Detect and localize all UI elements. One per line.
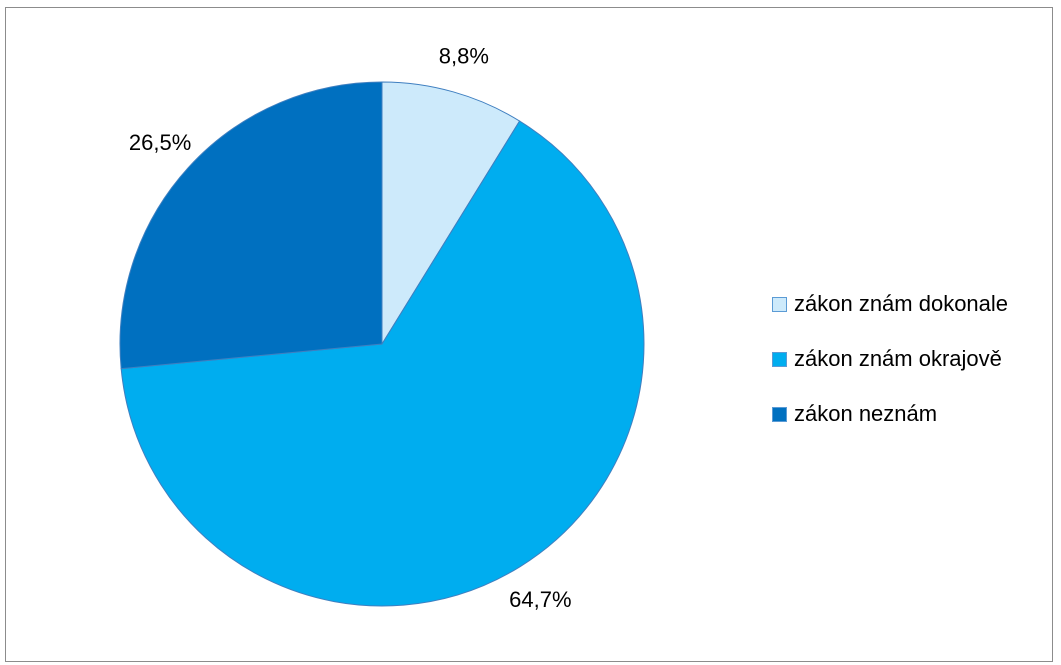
legend-swatch — [772, 351, 787, 367]
data-label-1: 8,8% — [439, 43, 489, 68]
pie-data-labels: 8,8% 64,7% 26,5% — [129, 43, 572, 611]
pie-slice-3 — [119, 81, 383, 370]
data-label-3: 26,5% — [129, 130, 191, 155]
pie-slices — [119, 81, 645, 607]
pie-slice-2 — [120, 120, 645, 607]
pie-slice-1 — [381, 81, 521, 346]
legend-swatch — [772, 296, 787, 312]
legend-label: zákon znám okrajově — [794, 346, 1002, 371]
legend-label: zákon neznám — [794, 401, 938, 426]
data-label-2: 64,7% — [509, 587, 571, 612]
pie-chart: 8,8% 64,7% 26,5% — [119, 43, 645, 612]
legend-item-zakon-neznam: zákon neznám — [772, 401, 1008, 427]
legend-item-zakon-znam-dokonale: zákon znám dokonale — [772, 291, 1008, 317]
legend-swatch — [772, 406, 787, 422]
legend: zákon znám dokonale zákon znám okrajově … — [772, 291, 1008, 456]
legend-label: zákon znám dokonale — [794, 291, 1009, 316]
legend-item-zakon-znam-okrajove: zákon znám okrajově — [772, 346, 1008, 372]
chart-area: 8,8% 64,7% 26,5% zákon znám dokonale zákon… — [5, 7, 1053, 662]
